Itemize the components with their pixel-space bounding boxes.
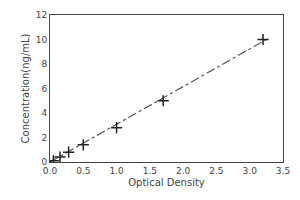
svg-text:2: 2 — [41, 133, 47, 143]
svg-text:1.0: 1.0 — [109, 166, 124, 176]
svg-text:1.5: 1.5 — [143, 166, 157, 176]
svg-text:2.0: 2.0 — [176, 166, 191, 176]
svg-text:10: 10 — [36, 35, 48, 45]
svg-text:12: 12 — [36, 10, 47, 20]
svg-text:3.0: 3.0 — [243, 166, 258, 176]
svg-text:8: 8 — [41, 59, 47, 69]
svg-text:6: 6 — [41, 84, 47, 94]
svg-text:0: 0 — [41, 157, 47, 167]
svg-text:3.5: 3.5 — [276, 166, 290, 176]
svg-text:4: 4 — [41, 108, 47, 118]
svg-text:0.0: 0.0 — [43, 166, 58, 176]
svg-text:Concentration(ng/mL): Concentration(ng/mL) — [20, 33, 31, 143]
svg-text:Optical Density: Optical Density — [128, 177, 205, 188]
svg-text:2.5: 2.5 — [209, 166, 223, 176]
svg-text:0.5: 0.5 — [76, 166, 90, 176]
